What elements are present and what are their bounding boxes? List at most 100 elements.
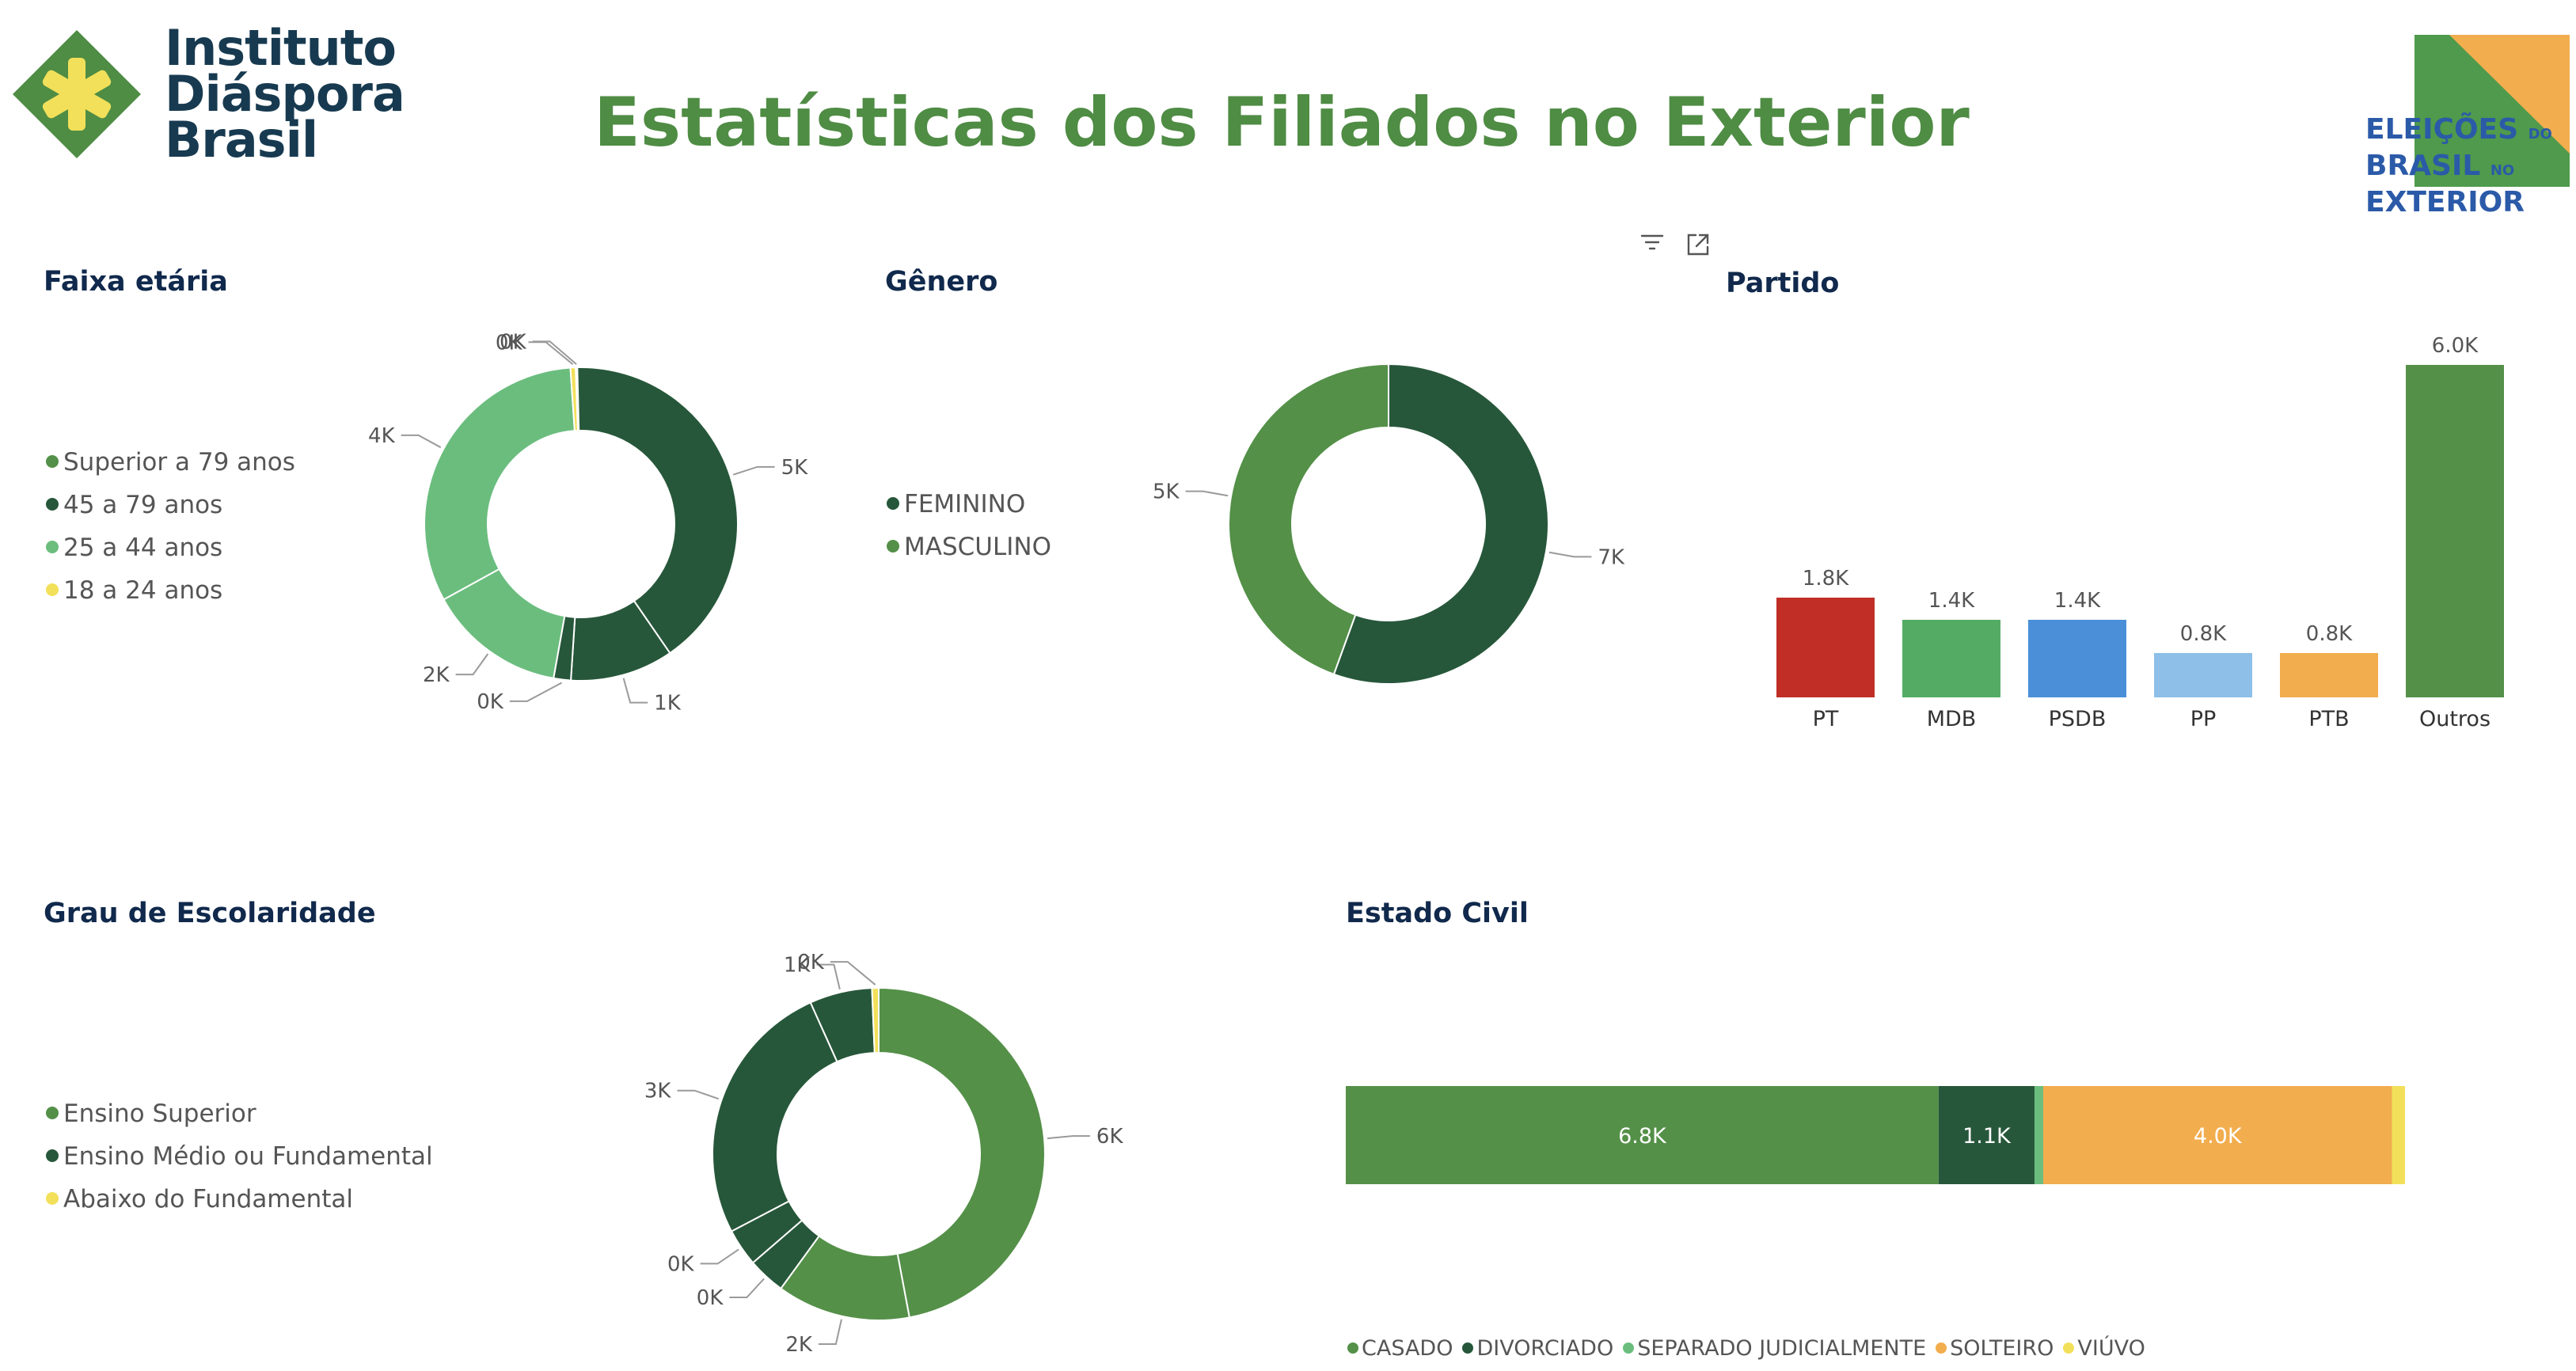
legend-item[interactable]: 45 a 79 anos xyxy=(46,484,295,526)
legend-dot xyxy=(46,1191,59,1205)
leader-line xyxy=(509,682,563,702)
leader-line xyxy=(1185,490,1229,497)
legend-dot xyxy=(2063,1342,2075,1354)
legend-item[interactable]: 25 a 44 anos xyxy=(46,526,295,569)
page-title: Estatísticas dos Filiados no Exterior xyxy=(594,83,1970,162)
stacked-segment[interactable] xyxy=(1346,1086,1939,1184)
leader-line xyxy=(455,653,489,676)
bar[interactable] xyxy=(2406,365,2504,697)
legend-item[interactable]: FEMININO xyxy=(887,483,1051,526)
leader-line xyxy=(677,1089,720,1100)
legend-dot xyxy=(887,539,899,553)
bar[interactable] xyxy=(2154,653,2252,697)
faixa-etaria-donut: 0K 5K 1K 0K 2K 4K 0K xyxy=(368,330,809,716)
data-label: 0K xyxy=(477,690,504,714)
data-label: 7K xyxy=(1598,545,1625,569)
filter-icon[interactable] xyxy=(1639,230,1666,256)
legend-item[interactable]: SOLTEIRO xyxy=(1936,1335,2054,1363)
donut-slice[interactable] xyxy=(1228,363,1389,676)
bar-value-label: 1.4K xyxy=(2054,589,2101,613)
leader-line xyxy=(816,963,841,989)
elections-line-1: ELEIÇÕES xyxy=(2365,113,2519,146)
bar-value-label: 0.8K xyxy=(2306,622,2353,646)
stacked-segment[interactable] xyxy=(2392,1086,2405,1184)
brand-line-2: Diáspora xyxy=(165,65,405,123)
data-label: 5K xyxy=(1153,480,1180,504)
instituto-logo: Instituto Diáspora Brasil xyxy=(0,0,443,174)
bar[interactable] xyxy=(2280,653,2378,697)
estado-civil-legend: CASADO DIVORCIADO SEPARADO JUDICIALMENTE SO… xyxy=(1347,1335,2155,1363)
data-label: 0K xyxy=(797,951,825,974)
donut-slice[interactable] xyxy=(878,986,1046,1319)
elections-logo: ELEIÇÕES DO BRASIL NO EXTERIOR xyxy=(2343,32,2573,230)
partido-title: Partido xyxy=(1726,268,1840,299)
data-label: 0K xyxy=(667,1252,695,1276)
bar-category-label: PSDB xyxy=(2049,707,2107,731)
leader-line xyxy=(532,340,577,365)
bar-value-label: 1.4K xyxy=(1928,589,1975,613)
data-label: 2K xyxy=(785,1333,813,1357)
leader-line xyxy=(818,1319,842,1345)
legend-dot xyxy=(46,1149,59,1162)
bar[interactable] xyxy=(1902,620,2000,697)
legend-item[interactable]: Superior a 79 anos xyxy=(46,441,295,484)
legend-item[interactable]: Ensino Médio ou Fundamental xyxy=(46,1135,433,1178)
bar-value-label: 0.8K xyxy=(2180,622,2227,646)
legend-item[interactable]: VIÚVO xyxy=(2063,1335,2145,1363)
data-label: 0K xyxy=(500,330,527,354)
bar[interactable] xyxy=(2028,620,2126,697)
bar-category-label: MDB xyxy=(1927,707,1977,731)
leader-line xyxy=(1047,1135,1090,1140)
donut-slice[interactable] xyxy=(871,986,880,1054)
legend-item[interactable]: 18 a 24 anos xyxy=(46,569,295,612)
stacked-segment[interactable] xyxy=(2042,1086,2392,1184)
leader-line xyxy=(729,1278,765,1298)
legend-item[interactable]: Abaixo do Fundamental xyxy=(46,1178,433,1221)
legend-dot xyxy=(1623,1342,1635,1354)
leader-line xyxy=(622,678,648,704)
partido-bar-chart: 1.8K PT 1.4K MDB 1.4K PSDB 0.8K PP 0.8K PTB 6.0K Ou… xyxy=(1776,334,2504,731)
logo-asterisk-icon xyxy=(13,30,141,158)
legend-dot xyxy=(46,540,59,553)
legend-dot xyxy=(887,496,899,510)
data-label: 5K xyxy=(781,456,809,480)
data-label: 4K xyxy=(368,424,396,448)
legend-dot xyxy=(1347,1342,1358,1354)
faixa-etaria-legend: Superior a 79 anos 45 a 79 anos 25 a 44 … xyxy=(46,441,295,612)
bar-category-label: PT xyxy=(1813,707,1839,731)
legend-item[interactable]: DIVORCIADO xyxy=(1462,1335,1613,1363)
segment-value-label: 6.8K xyxy=(1618,1124,1667,1149)
legend-dot xyxy=(46,454,59,468)
donut-slice[interactable] xyxy=(712,1001,838,1232)
stacked-segment[interactable] xyxy=(1938,1086,2035,1184)
focus-mode-icon[interactable] xyxy=(1685,231,1712,258)
legend-item[interactable]: SEPARADO JUDICIALMENTE xyxy=(1623,1335,1926,1363)
bar[interactable] xyxy=(1776,598,1875,697)
legend-item[interactable]: CASADO xyxy=(1347,1335,1453,1363)
legend-item[interactable]: MASCULINO xyxy=(887,526,1051,568)
legend-dot xyxy=(1462,1342,1474,1354)
data-label: 6K xyxy=(1096,1125,1124,1149)
estado-civil-stacked-bar: 6.8K 1.1K 4.0K xyxy=(1346,1086,2405,1184)
data-label: 1K xyxy=(654,692,682,716)
leader-line xyxy=(732,465,775,476)
genero-legend: FEMININO MASCULINO xyxy=(887,483,1051,568)
brand-line-3: Brasil xyxy=(165,111,318,169)
legend-dot xyxy=(46,497,59,511)
escolaridade-legend: Ensino Superior Ensino Médio ou Fundamen… xyxy=(46,1092,433,1221)
faixa-etaria-title: Faixa etária xyxy=(44,266,228,298)
donut-slice[interactable] xyxy=(576,366,739,655)
segment-value-label: 4.0K xyxy=(2194,1124,2243,1149)
data-label: 1K xyxy=(784,954,811,978)
elections-line-2: BRASIL xyxy=(2365,150,2481,182)
legend-item[interactable]: Ensino Superior xyxy=(46,1092,433,1135)
stacked-segment[interactable] xyxy=(2034,1086,2043,1184)
donut-slice[interactable] xyxy=(1332,363,1549,685)
bar-value-label: 1.8K xyxy=(1803,567,1849,591)
segment-value-label: 1.1K xyxy=(1962,1124,2012,1149)
donut-slice[interactable] xyxy=(569,366,579,432)
donut-slice[interactable] xyxy=(424,366,576,601)
data-label: 3K xyxy=(644,1080,672,1103)
data-label: 0K xyxy=(697,1286,724,1310)
